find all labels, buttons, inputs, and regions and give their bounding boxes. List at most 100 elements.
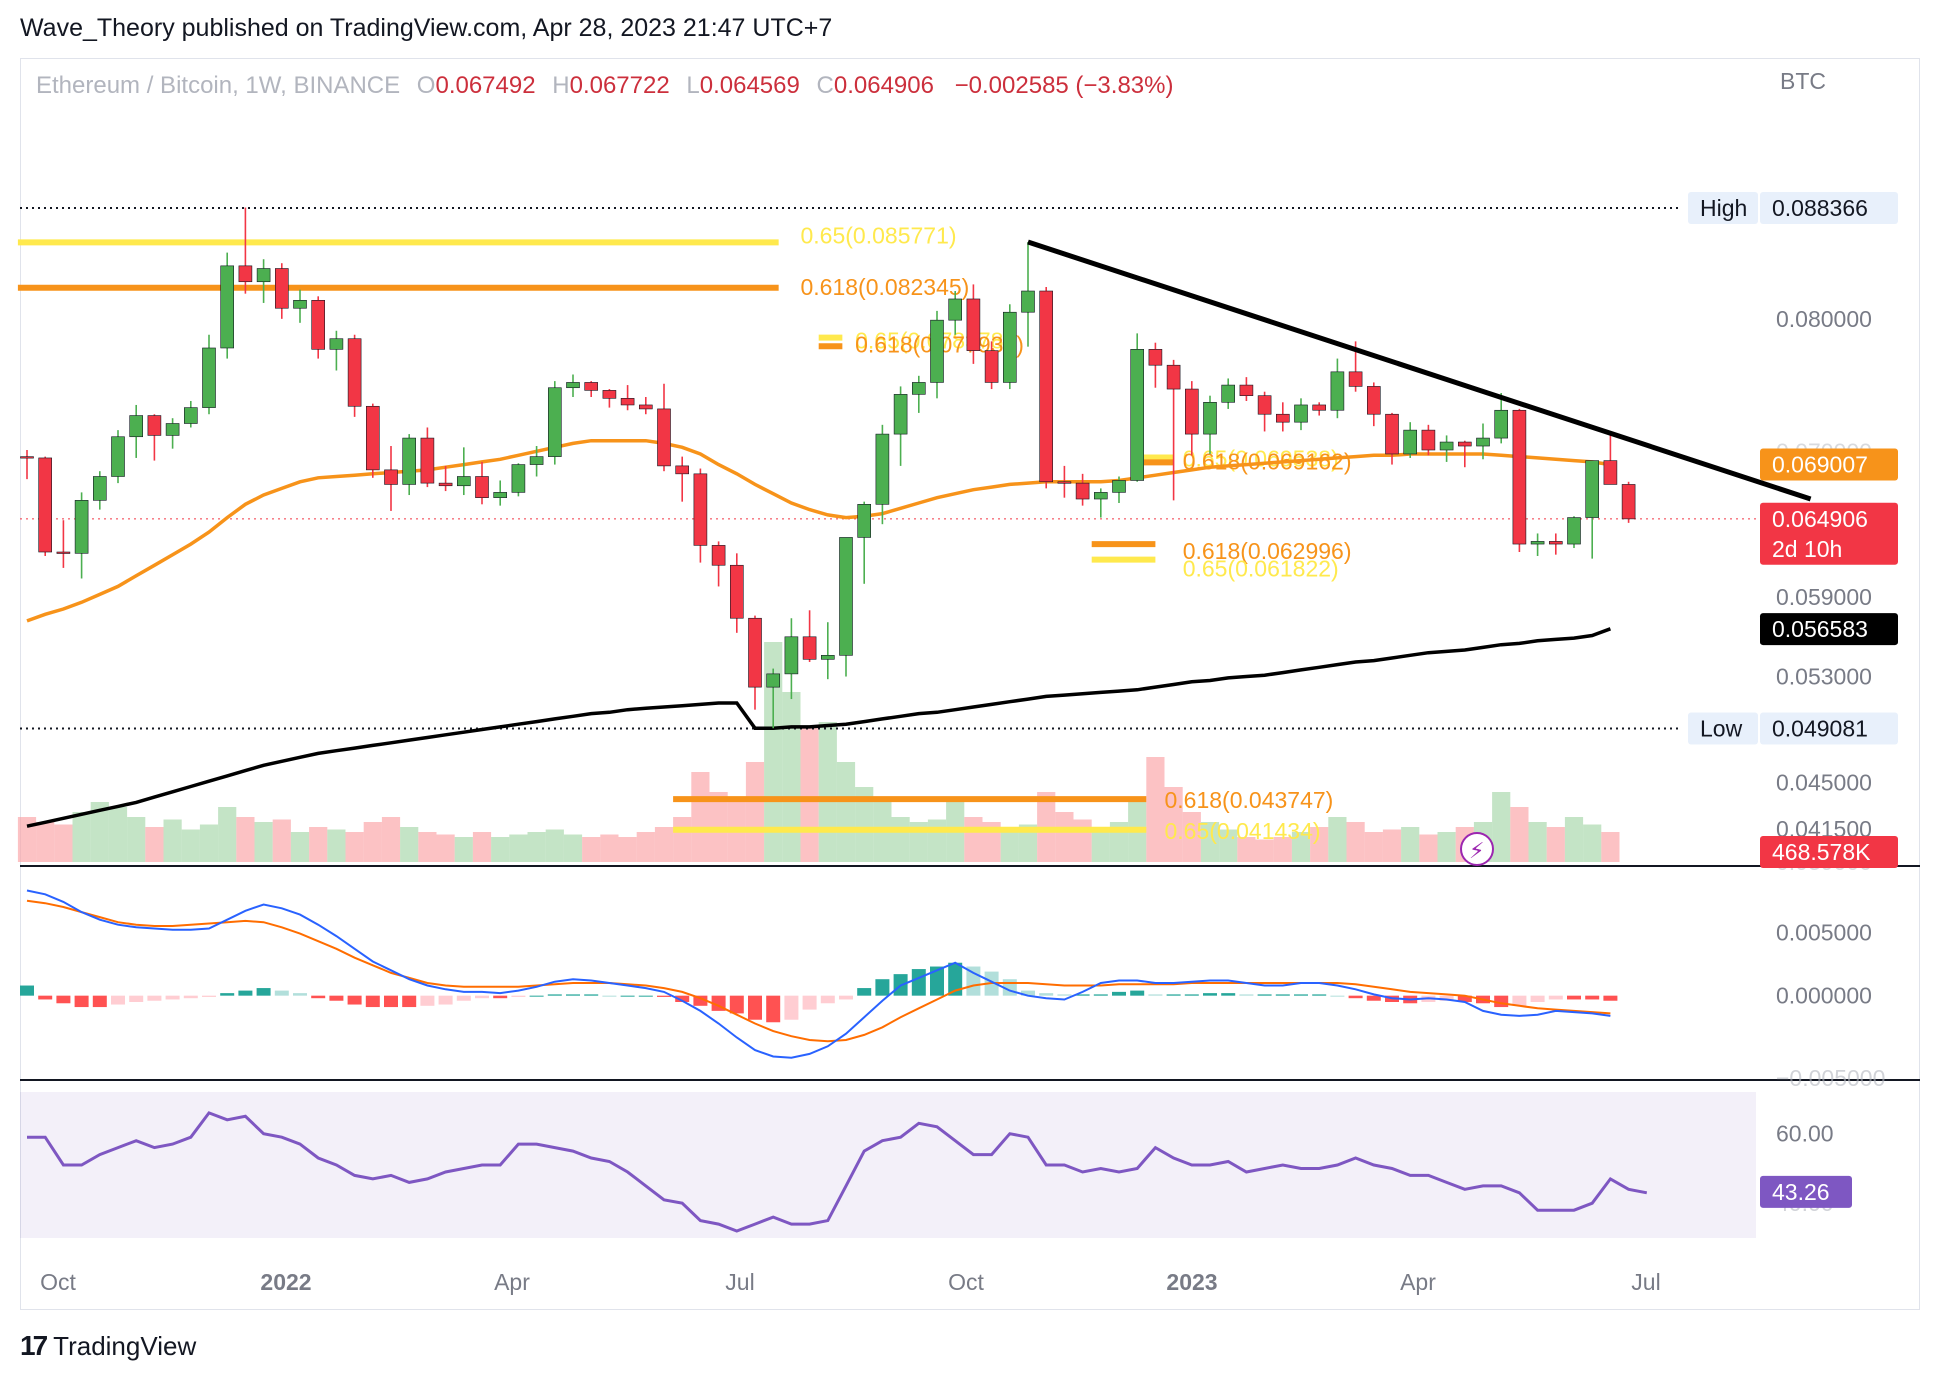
macd-histogram-bar (1548, 995, 1563, 1000)
volume-bar (472, 832, 492, 862)
candle-body (456, 476, 471, 487)
price-label-value: 0.056583 (1772, 616, 1868, 642)
candle-body (1585, 460, 1599, 518)
price-label-value: 0.064906 (1772, 506, 1868, 532)
price-label-value: 468.578K (1772, 839, 1871, 865)
volume-bar (327, 829, 346, 862)
macd-histogram-bar (1348, 995, 1363, 999)
price-label-value: 0.088366 (1772, 195, 1868, 221)
price-label-box (1760, 712, 1898, 745)
macd-histogram-bar (1257, 994, 1272, 996)
macd-histogram-bar (420, 995, 435, 1006)
open-label: O (416, 72, 436, 99)
candle-body (238, 265, 253, 283)
macd-histogram-bar (693, 995, 708, 1006)
flash-icon: ⚡ (1469, 839, 1484, 864)
candle-body (1130, 349, 1144, 481)
macd-histogram-bar (911, 969, 926, 996)
volume-bar (54, 824, 73, 862)
macd-histogram-bar (256, 988, 271, 996)
volume-bar (818, 722, 837, 862)
volume-bar (163, 819, 182, 862)
rsi-value-box (1760, 1175, 1852, 1208)
candle-body (1567, 517, 1581, 545)
macd-histogram-bar (657, 995, 671, 997)
time-axis-tick: Oct (40, 1269, 76, 1295)
volume-bar (1146, 757, 1165, 862)
candle-body (74, 500, 89, 554)
candle-body (584, 382, 599, 391)
price-axis-tick: 0.080000 (1776, 306, 1872, 332)
volume-bar (691, 772, 710, 862)
candle-body (1075, 482, 1090, 500)
macd-histogram-bar (329, 995, 344, 1001)
macd-histogram-bar (1057, 994, 1072, 996)
volume-bar (964, 817, 983, 862)
volume-bar (618, 837, 637, 862)
candle-body (202, 347, 216, 408)
volume-bar (181, 829, 200, 862)
volume-bar (1164, 787, 1183, 862)
candle-body (1094, 492, 1108, 500)
volume-bar (218, 807, 237, 862)
volume-bar (1055, 812, 1074, 862)
candle-body (311, 299, 326, 350)
volume-bar (272, 819, 291, 862)
chart-frame[interactable] (20, 58, 1920, 1310)
volume-bar (1510, 807, 1529, 862)
volume-bar (1564, 817, 1584, 862)
volume-bar (1346, 822, 1365, 862)
macd-histogram-bar (475, 995, 489, 999)
macd-histogram-bar (38, 995, 53, 1000)
open-value: 0.067492 (435, 72, 536, 99)
macd-histogram-bar (1439, 995, 1454, 1001)
price-label-box (1760, 613, 1898, 646)
candle-body (1512, 409, 1527, 545)
candle-body (1221, 384, 1235, 403)
low-value: 0.064569 (699, 72, 800, 99)
price-label-tag-box (1688, 192, 1758, 225)
macd-histogram-bar (365, 995, 380, 1008)
candle-body (766, 673, 781, 688)
volume-bar (855, 787, 874, 862)
macd-histogram-bar (438, 995, 453, 1005)
candle-body (420, 437, 435, 484)
macd-histogram-bar (839, 995, 853, 1000)
macd-histogram-bar (92, 995, 107, 1008)
candle-body (930, 319, 944, 383)
candle-body (729, 564, 744, 619)
candle-body (966, 298, 981, 351)
price-axis-tick: 0.059000 (1776, 584, 1872, 610)
macd-histogram-bar (529, 995, 544, 997)
macd-histogram-bar (1294, 994, 1308, 996)
candle-body (784, 636, 799, 675)
volume-bar (400, 827, 419, 862)
macd-signal-line (26, 899, 1611, 1043)
candle-body (1439, 441, 1454, 451)
candle-body (220, 265, 234, 349)
macd-histogram-bar (566, 994, 580, 996)
volume-bar (454, 837, 473, 862)
volume-bar (418, 832, 437, 862)
volume-bar (1437, 832, 1456, 862)
footer-brand[interactable]: 17 TradingView (20, 1330, 196, 1362)
macd-histogram-bar (802, 995, 817, 1010)
macd-histogram-bar (165, 995, 180, 1000)
macd-histogram-bar (202, 995, 216, 997)
candle-body (1021, 290, 1035, 313)
candle-body (547, 387, 562, 457)
high-label: H (552, 72, 570, 99)
macd-histogram-bar (1457, 995, 1472, 1002)
volume-bar (1382, 829, 1402, 862)
candle-body (1294, 404, 1308, 423)
volume-bar (636, 832, 655, 862)
macd-histogram-bar (1312, 994, 1327, 996)
candle-body (111, 436, 125, 477)
fib-label: 0.65(0.085771) (801, 222, 957, 248)
macd-histogram-bar (602, 995, 617, 997)
candle-body (1002, 311, 1017, 383)
fib-label: 0.618(0.043747) (1165, 787, 1334, 813)
volume-bar (108, 807, 128, 862)
price-label-value: 0.049081 (1772, 715, 1868, 741)
